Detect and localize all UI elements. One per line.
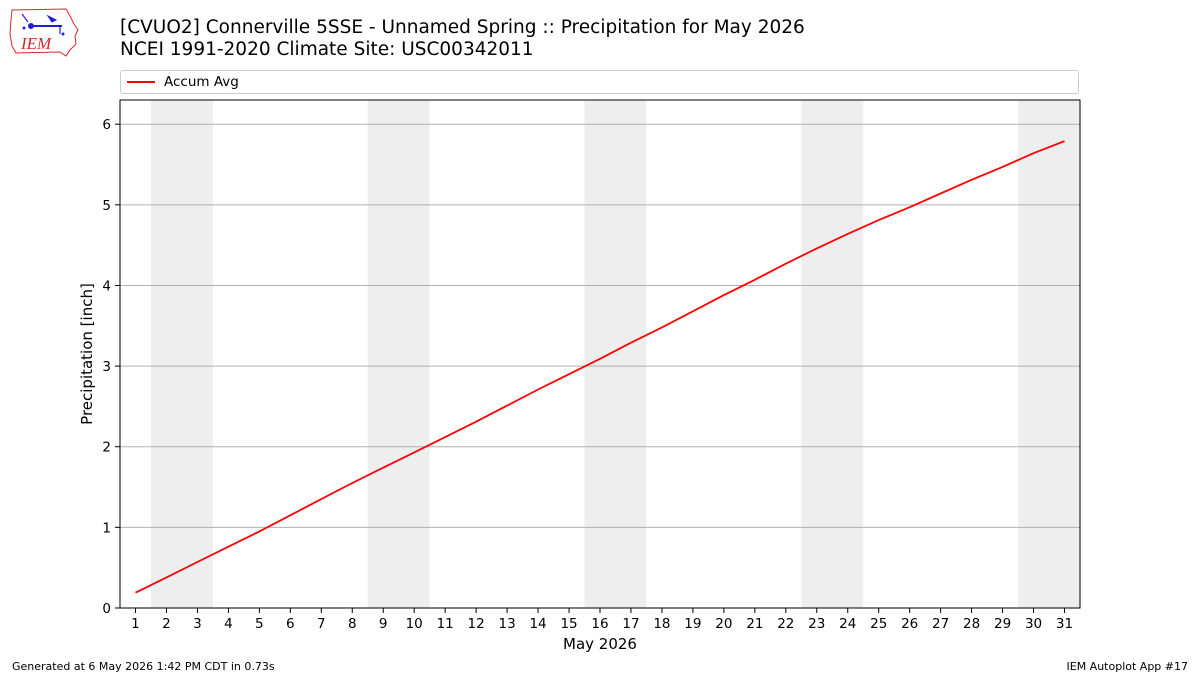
- x-tick-label: 27: [932, 616, 949, 632]
- legend-label-accum-avg: Accum Avg: [164, 74, 239, 90]
- y-tick-label: 4: [102, 278, 111, 294]
- x-tick-label: 22: [777, 616, 794, 632]
- x-tick-label: 10: [406, 616, 423, 632]
- legend: Accum Avg: [120, 70, 1079, 94]
- iowa-outline-icon: [9, 8, 79, 57]
- x-tick-label: 29: [994, 616, 1011, 632]
- x-tick-label: 19: [684, 616, 701, 632]
- y-tick-label: 0: [102, 601, 111, 617]
- x-tick-label: 8: [348, 616, 357, 632]
- weekend-band: [801, 100, 864, 608]
- y-axis-label: Precipitation [inch]: [78, 283, 96, 425]
- y-tick-label: 1: [102, 520, 111, 536]
- x-tick-label: 15: [560, 616, 577, 632]
- x-tick-label: 14: [529, 616, 546, 632]
- y-tick-label: 6: [102, 117, 111, 133]
- footer-generated-text: Generated at 6 May 2026 1:42 PM CDT in 0…: [12, 660, 275, 673]
- x-tick-label: 7: [317, 616, 326, 632]
- x-tick-label: 30: [1025, 616, 1042, 632]
- x-tick-label: 3: [193, 616, 202, 632]
- y-tick-label: 2: [102, 440, 111, 456]
- series-line-accum-avg: [135, 140, 1065, 594]
- x-tick-label: 20: [715, 616, 732, 632]
- weekend-band: [1018, 100, 1080, 608]
- weather-station-icon: [21, 13, 65, 36]
- weekend-bands: [150, 100, 1080, 608]
- x-tick-label: 25: [870, 616, 887, 632]
- iem-logo: IEM: [9, 8, 79, 57]
- logo-text: IEM: [20, 34, 52, 53]
- x-tick-label: 13: [499, 616, 516, 632]
- x-tick-label: 31: [1056, 616, 1073, 632]
- weekend-band: [150, 100, 213, 608]
- x-tick-label: 21: [746, 616, 763, 632]
- x-tick-label: 2: [162, 616, 171, 632]
- weekend-band: [584, 100, 647, 608]
- x-tick-label: 18: [653, 616, 670, 632]
- x-tick-label: 24: [839, 616, 856, 632]
- y-axis: 0 1 2 3 4 5 6: [102, 117, 120, 617]
- footer-app-label: IEM Autoplot App #17: [1066, 660, 1189, 673]
- x-tick-label: 17: [622, 616, 639, 632]
- x-tick-label: 9: [379, 616, 388, 632]
- x-axis: 1 2 3 4 5 6 7 8 9 10 11 12 13 14 15 16 17 18 19 20 21 22 23 24 2…: [131, 608, 1073, 632]
- x-tick-label: 5: [255, 616, 264, 632]
- chart-title: [CVUO2] Connerville 5SSE - Unnamed Sprin…: [120, 17, 805, 38]
- series-layer: [135, 140, 1065, 594]
- x-tick-label: 4: [224, 616, 233, 632]
- x-tick-label: 23: [808, 616, 825, 632]
- legend-swatch-accum-avg: [127, 81, 155, 83]
- y-tick-label: 5: [102, 198, 111, 214]
- x-tick-label: 11: [437, 616, 454, 632]
- x-tick-label: 12: [468, 616, 485, 632]
- y-tick-label: 3: [102, 359, 111, 375]
- chart-subtitle: NCEI 1991-2020 Climate Site: USC00342011: [120, 39, 534, 60]
- x-tick-label: 1: [131, 616, 140, 632]
- x-axis-label: May 2026: [563, 635, 637, 653]
- x-tick-label: 6: [286, 616, 295, 632]
- x-tick-label: 26: [901, 616, 918, 632]
- x-tick-label: 16: [591, 616, 608, 632]
- weekend-band: [367, 100, 430, 608]
- x-tick-label: 28: [963, 616, 980, 632]
